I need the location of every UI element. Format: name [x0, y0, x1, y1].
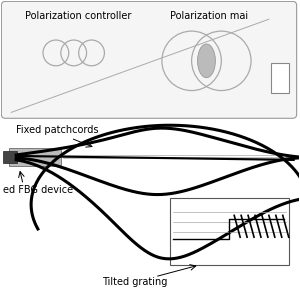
Bar — [9, 148, 61, 166]
Text: Tilted grating: Tilted grating — [103, 277, 168, 287]
Text: Fixed patchcords: Fixed patchcords — [16, 125, 99, 135]
FancyBboxPatch shape — [2, 2, 297, 118]
Text: ed FBG device: ed FBG device — [3, 185, 73, 195]
Text: Polarization controller: Polarization controller — [26, 11, 132, 21]
Bar — [3, 151, 17, 163]
Bar — [170, 198, 289, 265]
Bar — [271, 63, 289, 92]
Ellipse shape — [198, 44, 215, 78]
Text: Polarization mai: Polarization mai — [170, 11, 248, 21]
